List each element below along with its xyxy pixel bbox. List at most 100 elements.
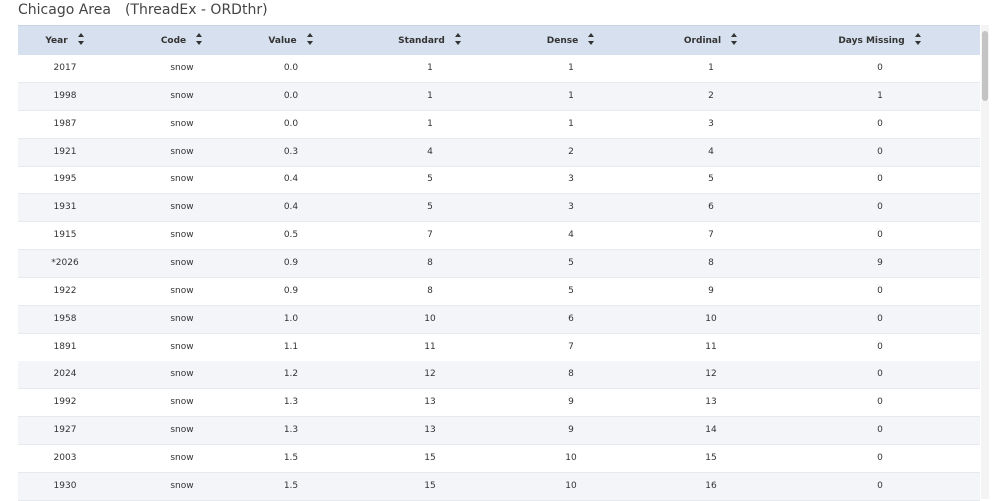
table-cell: 10 [565,480,577,491]
sort-arrows [196,32,203,45]
table-cell: snow [170,397,194,408]
sort-arrows [306,32,313,45]
table-cell: 0.0 [283,90,299,101]
table-cell: snow [170,425,194,436]
table-cell: *2026 [51,257,79,268]
table-cell: 1.5 [283,452,299,463]
table-cell: 0 [877,118,883,129]
table-cell: 1 [568,118,574,129]
table-cell: 7 [708,230,714,241]
table-cell: 0.4 [283,202,299,213]
column-header[interactable]: Ordinal [651,26,771,56]
table-cell: 3 [568,202,574,213]
column-header[interactable]: Code [122,26,242,56]
table-cell: 9 [708,285,714,296]
table-cell: 1 [427,90,433,101]
table-cell: 8 [427,257,433,268]
table-cell: 0 [877,480,883,491]
table-row: 1995 snow 0.4 5 3 5 0 [18,166,980,195]
table-cell: 4 [427,146,433,157]
table-cell: snow [170,90,194,101]
table-cell: 1.5 [283,480,299,491]
table-cell: 15 [424,452,436,463]
column-header[interactable]: Year [5,26,125,56]
sort-icon [454,32,462,46]
table-row: 2024 snow 1.2 12 8 12 0 [18,361,980,390]
table-cell: snow [170,174,194,185]
subtitle: (ThreadEx - ORDthr) [124,2,268,18]
table-cell: 0.4 [283,174,299,185]
table-cell: 1927 [53,425,77,436]
table-cell: 10 [565,452,577,463]
table-cell: 1915 [53,230,77,241]
table-cell: 4 [568,230,574,241]
table-row: 1891 snow 1.1 11 7 11 0 [18,334,980,362]
table-cell: 2003 [53,452,77,463]
scroll-thumb[interactable] [982,31,988,101]
sort-arrows [454,32,461,45]
table-cell: 1.2 [283,369,299,380]
table-cell: 0 [877,452,883,463]
table-cell: 0 [877,313,883,324]
table-cell: 0 [877,202,883,213]
sort-icon [77,32,85,46]
table-cell: 13 [705,397,717,408]
table-cell: snow [170,146,194,157]
table-cell: 0.0 [283,63,299,73]
title-bar: Chicago Area (ThreadEx - ORDthr) [18,0,268,20]
title: Chicago Area [18,2,111,18]
table-cell: 0 [877,174,883,185]
table-cell: 1987 [53,118,77,129]
sort-arrows [914,32,921,45]
table-cell: 7 [427,230,433,241]
table-cell: 1958 [53,313,77,324]
column-label: Standard [398,36,445,46]
column-header[interactable]: Days Missing [820,26,940,56]
table-cell: 5 [568,285,574,296]
table-cell: 1992 [53,397,77,408]
table-cell: 15 [424,480,436,491]
table-cell: 3 [708,118,714,129]
table-cell: 1931 [53,202,77,213]
table-row: 2017 snow 0.0 1 1 1 0 [18,55,980,83]
table-cell: 13 [424,397,436,408]
table-cell: 0 [877,146,883,157]
sort-icon [306,32,314,46]
sort-arrows [731,32,738,45]
table-cell: 11 [424,341,436,352]
table-cell: 4 [708,146,714,157]
sort-arrows [588,32,595,45]
table-row: *2026 snow 0.9 8 5 8 9 [18,249,980,278]
table-cell: 8 [427,285,433,296]
table-cell: 11 [705,341,717,352]
table-cell: 9 [568,425,574,436]
table-cell: 2 [568,146,574,157]
table-cell: 0 [877,285,883,296]
table-cell: 6 [708,202,714,213]
scrollbar[interactable] [981,25,989,499]
column-header[interactable]: Dense [511,26,631,56]
table-cell: 0 [877,369,883,380]
column-label: Ordinal [683,36,722,46]
table-cell: 8 [708,257,714,268]
table-cell: snow [170,202,194,213]
table-cell: 0 [877,63,883,73]
table-cell: snow [170,313,194,324]
table-row: 1992 snow 1.3 13 9 13 0 [18,389,980,418]
column-header[interactable]: Standard [370,26,490,56]
table-header: Year Code Value Standard Dense Ordinal Days Mi… [18,25,980,55]
table-row: 1922 snow 0.9 8 5 9 0 [18,278,980,306]
sort-arrows [77,32,84,45]
table-cell: snow [170,230,194,241]
sort-icon [195,32,203,46]
table-row: 1931 snow 0.4 5 3 6 0 [18,194,980,223]
table-cell: 1 [427,118,433,129]
table-cell: 5 [568,257,574,268]
table-row: 2003 snow 1.5 15 10 15 0 [18,445,980,473]
table-cell: 0.9 [283,285,299,296]
table-cell: 1 [427,63,433,73]
table-cell: 1 [568,90,574,101]
table-cell: 2 [708,90,714,101]
column-header[interactable]: Value [231,26,351,56]
sort-icon [730,32,738,46]
